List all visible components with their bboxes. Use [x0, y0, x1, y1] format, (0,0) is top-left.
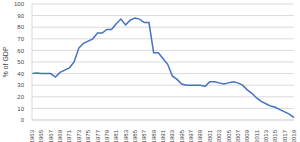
- svg-text:1985: 1985: [132, 129, 138, 142]
- svg-text:2013: 2013: [263, 129, 269, 142]
- svg-text:60: 60: [17, 48, 24, 54]
- svg-text:1997: 1997: [188, 129, 194, 142]
- svg-text:50: 50: [17, 59, 24, 65]
- svg-text:1963: 1963: [29, 129, 35, 142]
- svg-text:2017: 2017: [282, 129, 288, 142]
- svg-text:1999: 1999: [197, 129, 203, 142]
- svg-text:1991: 1991: [160, 129, 166, 142]
- svg-text:90: 90: [17, 13, 24, 19]
- svg-text:1971: 1971: [66, 129, 72, 142]
- svg-text:10: 10: [17, 106, 24, 112]
- svg-text:1995: 1995: [179, 129, 185, 142]
- svg-text:1965: 1965: [38, 129, 44, 142]
- svg-text:1969: 1969: [57, 129, 63, 142]
- svg-text:1979: 1979: [104, 129, 110, 142]
- svg-text:2019: 2019: [291, 129, 292, 142]
- svg-text:2007: 2007: [235, 129, 241, 142]
- svg-text:1989: 1989: [151, 129, 157, 142]
- svg-text:1987: 1987: [141, 129, 147, 142]
- svg-text:40: 40: [17, 71, 24, 77]
- svg-text:100: 100: [14, 1, 25, 7]
- svg-text:2005: 2005: [226, 129, 232, 142]
- svg-text:80: 80: [17, 24, 24, 30]
- svg-text:30: 30: [17, 82, 24, 88]
- svg-text:2011: 2011: [254, 129, 260, 142]
- svg-text:% of GDP: % of GDP: [8, 46, 9, 77]
- svg-text:1993: 1993: [169, 129, 175, 142]
- svg-text:2003: 2003: [216, 129, 222, 142]
- svg-text:2015: 2015: [272, 129, 278, 142]
- svg-text:1975: 1975: [85, 129, 91, 142]
- svg-text:1973: 1973: [76, 129, 82, 142]
- svg-text:70: 70: [17, 36, 24, 42]
- svg-text:2009: 2009: [244, 129, 250, 142]
- svg-text:1977: 1977: [95, 129, 101, 142]
- svg-text:1983: 1983: [123, 129, 129, 142]
- svg-text:1981: 1981: [113, 129, 119, 142]
- svg-text:1967: 1967: [48, 129, 54, 142]
- svg-text:20: 20: [17, 94, 24, 100]
- svg-text:2001: 2001: [207, 129, 213, 142]
- svg-text:0: 0: [21, 117, 25, 123]
